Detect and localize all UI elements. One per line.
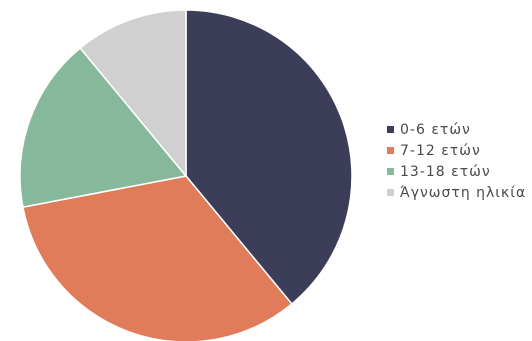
legend-swatch (387, 189, 394, 196)
legend-item-unknown-age: Άγνωστη ηλικία (387, 182, 527, 203)
legend-label: 13-18 ετών (400, 163, 491, 180)
legend-label: Άγνωστη ηλικία (400, 184, 527, 201)
pie-slice-3 (19, 47, 188, 208)
legend-label: 0-6 ετών (400, 121, 471, 138)
pie-slices (19, 9, 353, 341)
legend-label: 7-12 ετών (400, 142, 481, 159)
legend-swatch (387, 126, 394, 133)
pie-slice-4 (79, 9, 187, 179)
legend-item-0-6: 0-6 ετών (387, 119, 527, 140)
legend-swatch (387, 147, 394, 154)
legend-item-13-18: 13-18 ετών (387, 161, 527, 182)
pie-slice-2 (22, 175, 293, 341)
legend-swatch (387, 168, 394, 175)
legend: 0-6 ετών 7-12 ετών 13-18 ετών Άγνωστη ηλ… (387, 119, 527, 203)
pie-slice-1 (185, 9, 353, 305)
legend-item-7-12: 7-12 ετών (387, 140, 527, 161)
